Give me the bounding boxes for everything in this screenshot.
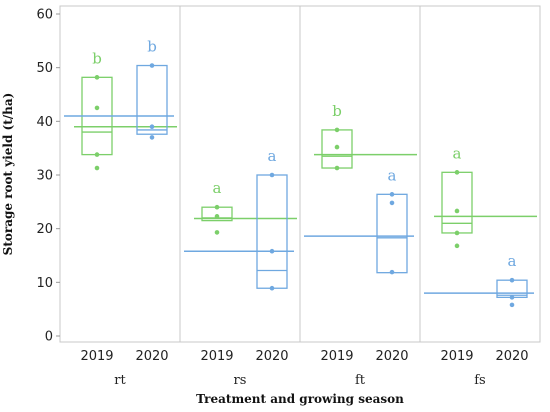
- season-label-rs-2019: 2019: [200, 349, 233, 364]
- data-point-rt-2019: [94, 105, 100, 111]
- data-point-ft-2020: [389, 200, 395, 206]
- box-rs-2020: [256, 174, 288, 289]
- significance-letter-fs-2020: a: [508, 252, 517, 270]
- box-ft-2020: [376, 193, 408, 274]
- data-point-fs-2020: [509, 295, 515, 300]
- data-point-rs-2019: [214, 214, 220, 219]
- data-point-rt-2020: [149, 63, 155, 68]
- data-point-ft-2020: [389, 192, 395, 197]
- season-label-rt-2019: 2019: [80, 349, 113, 364]
- data-point-rs-2020: [269, 172, 275, 178]
- y-tick-label: 0: [45, 330, 53, 345]
- data-point-ft-2019: [334, 144, 340, 150]
- data-point-rt-2019: [94, 165, 100, 171]
- data-point-rt-2020: [149, 124, 155, 129]
- significance-letter-fs-2019: a: [453, 144, 462, 162]
- data-point-rs-2020: [269, 285, 275, 291]
- data-point-rt-2019: [94, 152, 100, 157]
- data-point-rs-2019: [214, 230, 220, 235]
- data-point-fs-2019: [454, 170, 460, 175]
- data-point-ft-2019: [334, 165, 340, 171]
- data-point-fs-2020: [509, 302, 515, 308]
- significance-letter-ft-2019: b: [332, 102, 342, 120]
- y-tick-label: 30: [36, 169, 53, 184]
- data-point-rs-2020: [269, 248, 275, 254]
- y-axis-title: Storage root yield (t/ha): [1, 93, 15, 256]
- box-rt-2020: [136, 64, 168, 135]
- data-point-ft-2020: [389, 269, 395, 275]
- y-tick-label: 50: [36, 61, 53, 76]
- group-label-ft: ft: [355, 373, 366, 388]
- group-label-rt: rt: [114, 373, 126, 388]
- significance-letter-rs-2020: a: [268, 147, 277, 165]
- significance-letter-rs-2019: a: [213, 179, 222, 197]
- y-tick-label: 40: [36, 115, 53, 130]
- season-label-ft-2019: 2019: [320, 349, 353, 364]
- data-point-ft-2019: [334, 127, 340, 133]
- data-point-fs-2019: [454, 208, 460, 214]
- data-point-rt-2019: [94, 75, 100, 80]
- season-label-rs-2020: 2020: [255, 349, 288, 364]
- data-point-fs-2019: [454, 230, 460, 236]
- season-label-fs-2020: 2020: [495, 349, 528, 364]
- y-tick-label: 20: [36, 222, 53, 237]
- significance-letter-rt-2020: b: [147, 38, 157, 56]
- season-label-rt-2020: 2020: [135, 349, 168, 364]
- group-label-rs: rs: [234, 373, 247, 388]
- data-point-fs-2019: [454, 243, 460, 249]
- y-tick-label: 60: [36, 8, 53, 23]
- significance-letter-rt-2019: b: [92, 49, 102, 67]
- data-point-rs-2019: [214, 204, 220, 210]
- data-point-fs-2020: [509, 277, 515, 283]
- season-label-fs-2019: 2019: [440, 349, 473, 364]
- significance-letter-ft-2020: a: [388, 166, 397, 184]
- y-tick-label: 10: [36, 276, 53, 291]
- data-point-rt-2020: [149, 135, 155, 140]
- x-axis-title: Treatment and growing season: [196, 392, 404, 406]
- group-label-fs: fs: [474, 373, 485, 388]
- season-label-ft-2020: 2020: [375, 349, 408, 364]
